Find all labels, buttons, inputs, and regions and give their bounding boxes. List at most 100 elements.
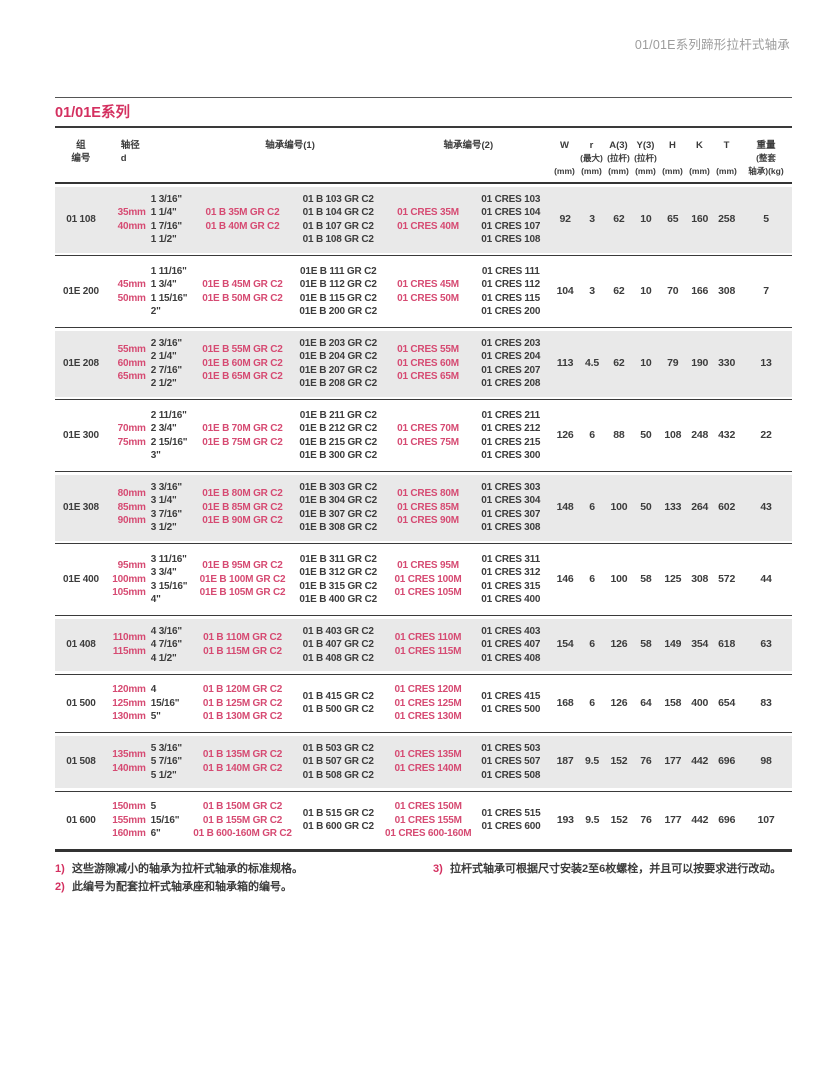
dimension-value: 50 [640,500,652,513]
dimension-value-cell: 4.5 [579,357,606,371]
dimension-value-cell: 154 [552,638,579,652]
group-number-cell: 01E 300 [55,429,107,443]
dimension-value-cell: 58 [632,573,659,587]
column-header-text: r [589,140,594,151]
bearing1-code: 01 B 508 GR C2 [302,769,374,781]
bearing1-metric-code: 01 B 120M GR C2 [202,684,283,695]
bearing2-code-cell: 01 CRES 111 01 CRES 112 01 CRES 115 01 CRES… [470,265,552,319]
group-number-cell: 01E 208 [55,357,107,371]
bearing2-code: 01 CRES 108 [481,234,541,245]
divider-bottom [55,126,792,128]
bearing1-metric-code: 01E B 60M GR C2 [202,357,283,369]
bearing1-code-cell: 01 B 103 GR C2 01 B 104 GR C2 01 B 107 GR … [290,193,386,247]
page-header: 01/01E系列蹄形拉杆式轴承 [635,34,790,53]
weight-value-cell: 22 [740,429,792,443]
table-row-group: 01E 400 95mm 100mm 105mm 3 11/16" 3 3/4" 3 15/… [55,543,792,615]
bearing1-metric-code: 01 B 140M GR C2 [202,762,283,774]
section-title: 01/01E系列 [55,105,130,121]
bearing1-code-cell: 01 B 515 GR C2 01 B 600 GR C2 [291,807,387,834]
footnotes-left-column: 1) 这些游隙减小的轴承为拉杆式轴承的标准规格。 2) 此编号为配套拉杆式轴承座和轴承… [55,862,433,895]
shaft-size-metric: 140mm [112,762,146,774]
bearing1-code: 01E B 315 GR C2 [299,580,378,592]
shaft-size-imperial: 3 11/16" [150,553,187,565]
dimension-value: 330 [718,356,736,369]
section-header: 01/01E系列 [55,97,792,128]
bearing1-metric-code: 01E B 95M GR C2 [202,560,283,572]
table-row: 01 500 120mm 125mm 130mm 4 15/16" 5" 01 B 120M … [55,677,792,730]
bearing2-code: 01 CRES 311 [481,553,541,565]
table-row-group: 01E 200 45mm 50mm 1 11/16" 1 3/4" 1 15/16" 2" 0… [55,255,792,327]
dimension-value-cell: 152 [605,755,632,769]
group-number-cell: 01E 400 [55,573,107,587]
dimension-value: 308 [691,572,709,585]
dimension-value: 160 [691,212,709,225]
shaft-size-metric: 40mm [117,220,146,232]
dimension-value-cell: 65 [659,213,686,227]
bearing2-metric-code: 01 CRES 80M [397,488,459,500]
shaft-size-metric: 35mm [117,207,146,218]
dimension-value-cell: 126 [552,429,579,443]
bearing2-metric-code: 01 CRES 130M [394,711,462,722]
dimension-value: 572 [718,572,736,585]
shaft-size-imperial: 2 1/2" [150,378,177,389]
bearing2-metric-code: 01 CRES 85M [397,501,459,513]
shaft-size-metric: 115mm [112,645,146,657]
dimension-value: 193 [556,813,574,826]
column-header-shaft-diameter: 轴径 d [107,139,195,165]
bearing1-code: 01E B 308 GR C2 [299,522,378,533]
bearing1-metric-code: 01 B 130M GR C2 [202,711,283,722]
dimension-value: 177 [664,813,682,826]
group-number: 01E 300 [63,429,99,441]
bearing2-metric-code-cell: 01 CRES 135M 01 CRES 140M [386,748,470,775]
column-header-dimension: K (mm) [686,139,713,178]
bearing1-code: 01E B 112 GR C2 [299,279,377,290]
column-header-dimension: Y(3) (拉杆) (mm) [632,139,659,178]
dimension-value-cell: 3 [579,285,606,299]
shaft-size-imperial: 3 1/4" [150,495,177,506]
bearing2-metric-code: 01 CRES 35M [397,207,459,218]
dimension-value: 62 [613,284,625,297]
bearing1-code: 01E B 300 GR C2 [299,450,378,461]
dimension-value-cell: 10 [632,285,659,299]
bearing1-code-cell: 01E B 311 GR C2 01E B 312 GR C2 01E B 315 … [290,553,386,607]
dimension-value-cell: 308 [686,573,713,587]
dimension-value-cell: 92 [552,213,579,227]
dimension-value: 76 [640,813,652,826]
group-number-cell: 01 508 [55,755,107,769]
group-number: 01 500 [66,697,96,709]
dimension-value: 108 [664,428,682,441]
column-header-dimension: A(3) (拉杆) (mm) [605,139,632,178]
dimension-value-cell: 126 [605,697,632,711]
column-header-text: K [696,140,703,151]
dimension-value: 50 [640,428,652,441]
bearing2-metric-code: 01 CRES 135M [394,749,462,761]
dimension-value: 126 [610,638,628,650]
bearing1-code: 01 B 507 GR C2 [302,756,374,767]
dimension-value: 100 [610,572,628,585]
column-header-text: 轴径 [120,140,140,151]
bearing1-metric-code-cell: 01 B 110M GR C2 01 B 115M GR C2 [195,631,291,658]
dimension-value-cell: 62 [605,357,632,371]
dimension-value: 618 [718,638,736,650]
table-row-group: 01E 300 70mm 75mm 2 11/16" 2 3/4" 2 15/16" 3" 0… [55,399,792,471]
table-row: 01E 308 80mm 85mm 90mm 3 3/16" 3 1/4" 3 7/16" 3… [55,474,792,541]
bearing2-code-cell: 01 CRES 403 01 CRES 407 01 CRES 408 [470,625,552,666]
column-header-bearing-number-2: 轴承编号(2) [386,139,551,152]
bearing2-code-cell: 01 CRES 311 01 CRES 312 01 CRES 315 01 CRES… [470,553,552,607]
dimension-value: 100 [610,500,628,513]
dimension-value-cell: 177 [660,814,687,828]
bearing2-metric-code: 01 CRES 55M [397,344,459,356]
shaft-size-imperial: 1 11/16" [150,265,187,277]
dimension-value: 400 [691,696,709,709]
dimension-value: 149 [664,638,682,650]
weight-value-cell: 98 [740,755,792,769]
bearing1-metric-code: 01 B 135M GR C2 [202,749,283,761]
bearing2-metric-code: 01 CRES 100M [394,573,462,585]
shaft-size-imperial: 2 15/16" [150,436,188,448]
bearing1-code: 01 B 515 GR C2 [302,807,374,819]
column-header-bearing-number-1: 轴承编号(1) [194,139,385,152]
dimension-value-cell: 572 [713,573,740,587]
dimension-value-cell: 442 [686,814,713,828]
dimension-value-cell: 442 [686,755,713,769]
bearing2-metric-code-cell: 01 CRES 110M 01 CRES 115M [386,631,470,658]
